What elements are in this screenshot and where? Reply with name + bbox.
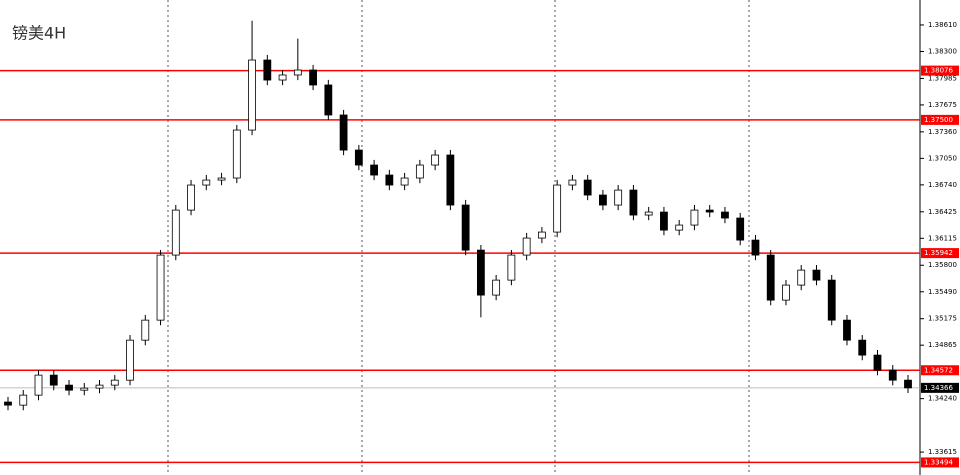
candle-body — [278, 74, 287, 81]
candle-body — [309, 69, 317, 86]
candle-body — [873, 354, 882, 371]
candle-body — [476, 249, 485, 296]
candle-body — [187, 184, 195, 211]
y-tick-label: 1.37985 — [928, 74, 957, 82]
y-tick-label: 1.38610 — [928, 21, 957, 29]
candle-body — [858, 339, 867, 356]
candle-body — [324, 84, 333, 116]
candle-body — [537, 231, 546, 239]
candle-body — [644, 211, 653, 216]
level-label-box — [921, 248, 959, 259]
candle-body — [583, 179, 592, 196]
level-label-box — [921, 365, 959, 376]
candle-body — [766, 254, 775, 301]
candle-body — [446, 154, 455, 206]
level-label: 1.34572 — [924, 366, 953, 374]
candle-body — [385, 174, 394, 186]
level-label: 1.38076 — [924, 67, 953, 75]
candle-body — [19, 394, 28, 406]
candle-body — [217, 177, 226, 181]
last-price-label: 1.34366 — [924, 384, 953, 392]
candle-body — [156, 254, 165, 321]
candle-body — [354, 149, 363, 166]
candle-body — [690, 209, 699, 226]
candle-body — [431, 154, 440, 166]
candle-body — [675, 224, 684, 231]
y-tick-label: 1.37360 — [928, 128, 957, 136]
level-label: 1.33494 — [924, 458, 953, 466]
last-price-box — [921, 382, 959, 393]
candle-body — [705, 209, 714, 213]
candle-body — [370, 164, 379, 176]
candle-body — [126, 339, 134, 381]
candle-body — [904, 379, 912, 389]
candle-body — [721, 211, 729, 219]
y-tick-label: 1.37675 — [928, 101, 957, 109]
y-tick-label: 1.38300 — [928, 47, 957, 55]
y-tick-label: 1.35490 — [928, 288, 957, 296]
level-label-box — [921, 65, 959, 76]
y-tick-label: 1.33615 — [928, 448, 957, 456]
candle-body — [492, 279, 501, 296]
candle-body — [568, 179, 577, 186]
level-label: 1.35942 — [924, 249, 953, 257]
candle-body — [797, 269, 806, 286]
candle-body — [553, 184, 562, 233]
candle-body — [49, 374, 58, 386]
candle-body — [65, 384, 73, 391]
candle-body — [461, 204, 470, 251]
candle-body — [751, 239, 760, 256]
candle-body — [339, 114, 348, 151]
candle-body — [522, 237, 531, 256]
y-tick-label: 1.35175 — [928, 315, 957, 323]
candle-body — [812, 269, 821, 281]
chart-title: 镑美4H — [12, 24, 66, 43]
candle-body — [507, 254, 516, 281]
y-tick-label: 1.36740 — [928, 181, 957, 189]
candle-body — [202, 179, 211, 186]
level-label: 1.37500 — [924, 116, 953, 124]
y-tick-label: 1.36425 — [928, 208, 957, 216]
candle-body — [888, 369, 897, 381]
candle-body — [782, 284, 790, 301]
y-tick-label: 1.37050 — [928, 154, 957, 162]
candle-body — [736, 217, 745, 241]
candle-body — [827, 279, 836, 321]
candle-body — [843, 319, 851, 341]
candle-body — [293, 69, 302, 76]
y-tick-label: 1.35800 — [928, 261, 957, 269]
candle-body — [4, 401, 12, 406]
candle-body — [80, 387, 89, 391]
candle-body — [614, 189, 623, 206]
candle-body — [141, 319, 150, 341]
y-tick-label: 1.34865 — [928, 341, 957, 349]
candle-body — [110, 379, 119, 386]
level-label-box — [921, 114, 959, 125]
candle-body — [629, 189, 638, 216]
candle-body — [660, 211, 668, 231]
candle-body — [232, 129, 241, 179]
candle-body — [400, 177, 409, 186]
candle-body — [34, 374, 43, 396]
candle-body — [95, 384, 104, 389]
candle-body — [248, 59, 256, 131]
candle-body — [599, 194, 607, 206]
candle-body — [263, 59, 272, 81]
level-label-box — [921, 457, 959, 468]
y-tick-label: 1.36115 — [928, 234, 957, 242]
candle-body — [415, 164, 424, 179]
candle-body — [171, 209, 180, 256]
y-tick-label: 1.34240 — [928, 395, 957, 403]
